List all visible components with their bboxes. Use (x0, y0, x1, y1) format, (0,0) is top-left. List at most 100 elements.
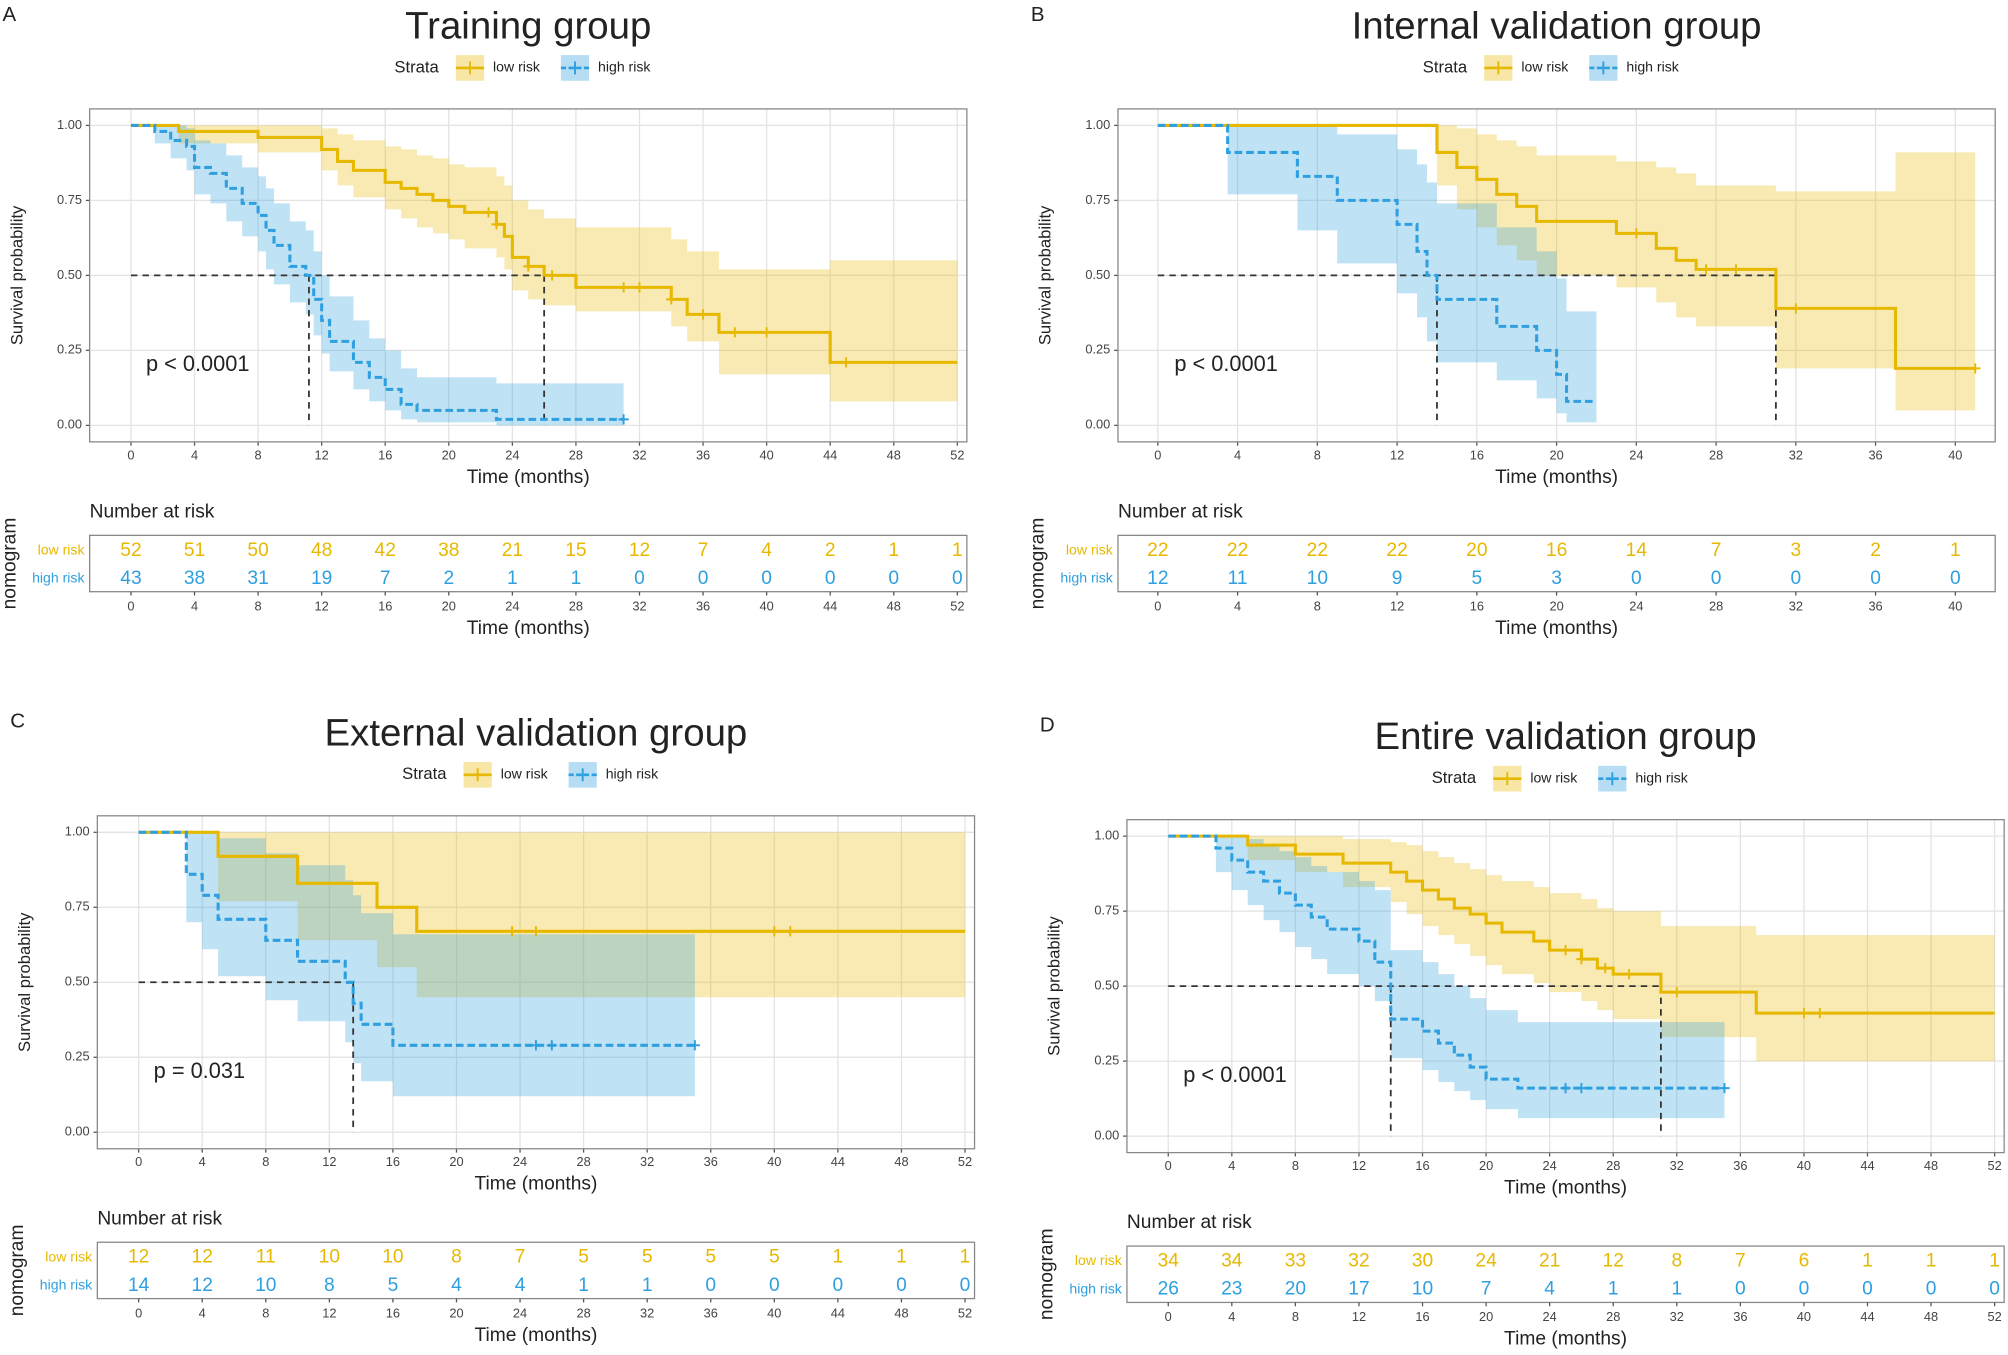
risk-count: 42 (375, 540, 396, 561)
x-tick-label: 8 (262, 1305, 269, 1320)
risk-count: 32 (1348, 1251, 1369, 1272)
x-tick-label: 40 (1797, 1309, 1811, 1324)
risk-count: 31 (247, 568, 268, 589)
y-tick-label: 0.25 (1085, 342, 1110, 357)
x-tick-label: 44 (1860, 1309, 1874, 1324)
risk-count: 19 (311, 568, 332, 589)
x-tick-label: 28 (1709, 447, 1723, 462)
y-tick-label: 0.75 (57, 192, 82, 207)
y-tick-label: 0.50 (65, 974, 90, 989)
risk-row-label: high risk (32, 570, 85, 586)
x-tick-label: 20 (1479, 1158, 1493, 1173)
legend-marker (1605, 772, 1619, 786)
risk-count: 0 (825, 568, 836, 589)
legend-label: high risk (606, 766, 659, 782)
risk-count: 17 (1348, 1279, 1369, 1300)
risk-table-title: Number at risk (1118, 501, 1243, 522)
plot-border (1126, 819, 2005, 1154)
x-tick-label: 8 (1314, 447, 1321, 462)
x-tick-label: 12 (315, 598, 329, 613)
risk-table-ylabel: nomogram (1037, 1228, 1058, 1320)
risk-table-box (96, 1241, 976, 1300)
risk-count: 3 (1790, 540, 1801, 561)
x-tick-label: 36 (1733, 1309, 1747, 1324)
risk-count: 8 (324, 1275, 335, 1296)
risk-table-ylabel: nomogram (0, 518, 20, 610)
risk-count: 1 (952, 540, 963, 561)
risk-count: 8 (1671, 1251, 1682, 1272)
risk-count: 0 (698, 568, 709, 589)
censor-mark (491, 219, 502, 230)
x-tick-label: 16 (386, 1154, 400, 1169)
chart-title: Entire validation group (1374, 715, 1756, 758)
censor-mark (1576, 1082, 1587, 1094)
x-tick-label: 16 (1470, 447, 1484, 462)
x-tick-label: 48 (894, 1305, 908, 1320)
risk-count: 11 (1228, 568, 1248, 589)
x-tick-label: 16 (1415, 1309, 1429, 1324)
risk-count: 14 (1626, 540, 1648, 561)
y-tick-label: 0.25 (1094, 1052, 1119, 1067)
x-tick-label: 12 (315, 447, 329, 462)
x-tick-label: 0 (135, 1154, 142, 1169)
x-tick-label: 12 (322, 1305, 336, 1320)
x-tick-label: 28 (569, 598, 583, 613)
risk-count: 4 (515, 1275, 526, 1296)
risk-count: 12 (192, 1275, 213, 1296)
risk-count: 9 (1392, 568, 1403, 589)
legend-marker (1596, 61, 1610, 75)
survival-curve (1157, 123, 1976, 370)
censor-mark (785, 926, 796, 937)
x-tick-label: 44 (823, 447, 837, 462)
x-tick-label: 12 (1390, 598, 1404, 613)
legend-label: low risk (493, 59, 541, 75)
panel-label: A (3, 3, 17, 26)
x-tick-label: 16 (1470, 598, 1484, 613)
legend-label: high risk (598, 59, 651, 75)
x-tick-label: 32 (1670, 1309, 1684, 1324)
risk-count: 22 (1227, 540, 1248, 561)
x-tick-label: 36 (696, 598, 710, 613)
risk-table-box (1126, 1245, 2005, 1304)
legend-label: high risk (1626, 59, 1679, 75)
p-value: p < 0.0001 (1183, 1062, 1286, 1087)
survival-curve (138, 830, 695, 1047)
risk-count: 7 (1735, 1251, 1746, 1272)
risk-count: 12 (192, 1247, 213, 1268)
y-tick-label: 0.50 (1085, 267, 1110, 282)
x-tick-label: 32 (1789, 598, 1803, 613)
risk-count: 1 (571, 568, 582, 589)
risk-table-box (89, 534, 968, 593)
risk-count: 0 (952, 568, 963, 589)
x-tick-label: 52 (950, 598, 964, 613)
plot-border (1117, 108, 1996, 443)
x-tick-label: 36 (1868, 447, 1882, 462)
censor-mark (697, 309, 709, 320)
x-tick-label: 44 (831, 1154, 845, 1169)
x-tick-label: 44 (823, 598, 837, 613)
y-tick-label: 1.00 (57, 117, 82, 132)
x-tick-label: 20 (1549, 598, 1563, 613)
risk-row-label: low risk (38, 541, 86, 557)
risk-count: 8 (451, 1247, 462, 1268)
censor-mark (1631, 228, 1642, 239)
censor-mark (530, 1040, 542, 1051)
risk-row-label: low risk (45, 1248, 93, 1264)
y-tick-label: 0.25 (57, 342, 82, 357)
risk-count: 26 (1158, 1279, 1179, 1300)
x-tick-label: 36 (1868, 598, 1882, 613)
x-tick-label: 28 (569, 447, 583, 462)
x-tick-label: 16 (378, 447, 392, 462)
x-axis-title: Time (months) (1504, 1329, 1627, 1350)
x-tick-label: 52 (950, 447, 964, 462)
x-tick-label: 4 (1234, 598, 1241, 613)
risk-count: 1 (1926, 1251, 1937, 1272)
panel: B Internal validation group Strata low risk… (1028, 3, 1996, 639)
legend-label: low risk (1530, 769, 1578, 785)
x-tick-label: 44 (831, 1305, 845, 1320)
legend-label: low risk (501, 766, 549, 782)
censor-mark (1970, 363, 1981, 374)
y-tick-label: 0.75 (1094, 903, 1119, 918)
plot-border (89, 108, 968, 443)
